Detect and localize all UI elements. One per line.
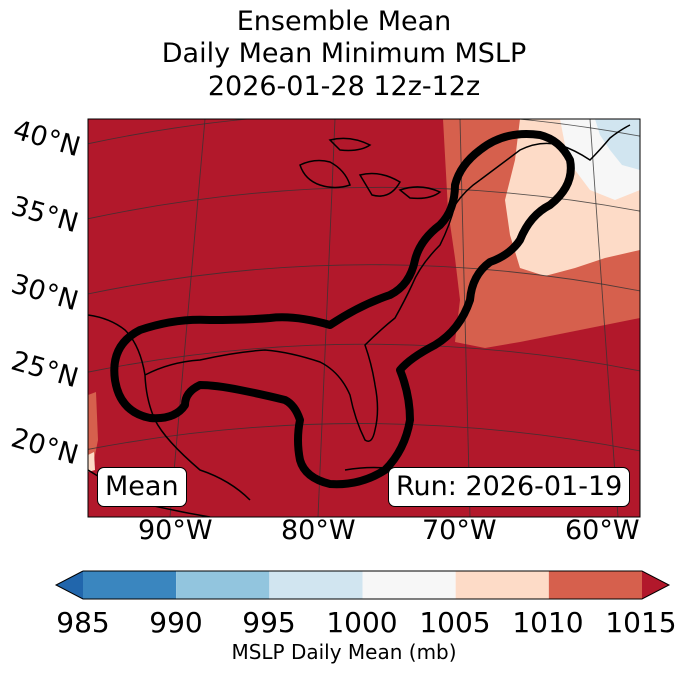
colorbar-tick-995: 995 xyxy=(242,606,296,639)
colorbar-tick-990: 990 xyxy=(149,606,203,639)
colorbar-tick-1015: 1015 xyxy=(605,606,677,639)
colorbar-tick-985: 985 xyxy=(56,606,110,639)
colorbar-bin-995 xyxy=(269,571,363,599)
pressure-field-left-edge-pale xyxy=(88,452,95,472)
colorbar-bin-1005 xyxy=(455,571,549,599)
colorbar-tick-1000: 1000 xyxy=(326,606,398,639)
run-date-label-box: Run: 2026-01-19 xyxy=(388,467,631,507)
title-line-1: Ensemble Mean xyxy=(236,6,452,37)
envelope-contour xyxy=(110,130,575,489)
title-line-2: Daily Mean Minimum MSLP xyxy=(161,38,527,69)
pressure-field-995 xyxy=(595,119,640,170)
lon-label-80: 80°W xyxy=(281,515,356,546)
lon-label-60: 60°W xyxy=(565,515,640,546)
colorbar-bin-1000 xyxy=(362,571,456,599)
colorbar-under-arrow xyxy=(56,571,83,599)
colorbar-label: MSLP Daily Mean (mb) xyxy=(231,640,457,664)
mean-label-box: Mean xyxy=(97,467,187,507)
colorbar-bin-985 xyxy=(83,571,177,599)
lon-label-70: 70°W xyxy=(422,515,497,546)
title-line-3: 2026-01-28 12z-12z xyxy=(207,71,481,102)
lon-label-90: 90°W xyxy=(138,515,213,546)
colorbar-outline xyxy=(54,570,671,600)
colorbar-over-arrow xyxy=(642,571,669,599)
colorbar-tick-1005: 1005 xyxy=(419,606,491,639)
colorbar-bin-990 xyxy=(176,571,270,599)
graticule-latitude xyxy=(88,119,640,452)
colorbar-bin-1010 xyxy=(548,571,642,599)
map-frame xyxy=(87,118,641,518)
pressure-field-left-edge xyxy=(88,392,98,470)
colorbar-tick-1010: 1010 xyxy=(512,606,584,639)
